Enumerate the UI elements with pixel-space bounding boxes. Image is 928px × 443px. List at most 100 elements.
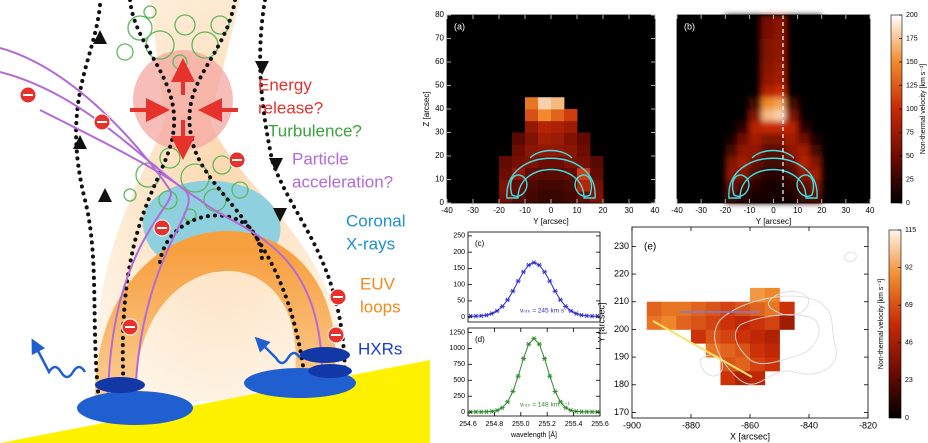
heatmap-cell [525,132,539,145]
contour [529,149,573,159]
axes: -40 -30 -20 -10 0 10 20 30 40 0 10 20 30 40 50 60 70 80 Y … [422,10,927,441]
heatmap-cell [737,85,750,98]
heatmap-cell [773,38,786,51]
x-tick-label: 0 [771,206,776,215]
plot-b [677,15,870,204]
x-tick-label: 254.8 [486,421,504,428]
heatmap-cell [735,357,751,372]
x-tick-label: 255.2 [538,421,556,428]
heatmap-cell [797,38,811,51]
y-tick-label: 60 [435,57,444,66]
data-point [594,313,600,319]
field-lines [73,0,347,412]
hxr-source [300,347,350,363]
heatmap-cell [809,15,823,28]
heatmap-cell [761,26,774,39]
heatmap-cell [538,191,552,204]
bubble [231,181,249,199]
footpoints [77,347,356,425]
particle-paths [0,47,323,401]
heatmap-cell [725,156,738,169]
heatmap-cell [761,15,774,28]
data-point [478,409,484,415]
y-tick-label: 230 [614,241,629,251]
heatmap-cell [809,50,823,63]
heatmap-cell [720,370,736,386]
y-tick-label: 220 [614,268,629,278]
heatmap-cell [749,15,762,28]
data-point [563,405,569,411]
heatmap-cell [809,85,823,98]
heatmap-cell [809,120,823,133]
heatmap-cell [551,132,565,145]
schematic: Energy release? Turbulence? Particle acc… [0,0,430,443]
y-tick-label: 0 [461,409,465,416]
heatmap-cell [773,132,786,145]
heatmap-cell [551,109,565,122]
heatmap-cell [725,38,738,51]
heatmap-cell [564,144,578,157]
heatmap-cell [761,109,774,122]
x-tick-label: -880 [682,420,700,430]
heatmap-cell [749,26,762,39]
plot-e [632,227,868,418]
slit-e [652,320,753,378]
heatmap-cell [551,179,565,192]
x-tick-label: 40 [866,206,875,215]
heatmap-cell [809,109,823,122]
colorbar-tick-label: 75 [906,129,914,136]
heatmap-cell [773,109,786,122]
heatmap-cell [525,144,539,157]
heatmap-cell [564,191,578,204]
data-point [584,409,590,415]
heatmap-cell [737,26,750,39]
heatmap-cell [737,38,750,51]
heatmap-cell [773,73,786,86]
label: Turbulence? [268,121,362,140]
heatmap-cell [797,109,811,122]
heatmap-cell [773,15,786,28]
colorbar [888,229,902,419]
bubble [143,5,157,19]
particle-path [0,71,323,371]
heatmap-cell [725,26,738,39]
contour [767,291,810,316]
colorbar-tick-label: 115 [905,227,916,234]
heatmap-cell [725,97,738,110]
y-tick-label: 1250 [449,329,465,336]
heatmap-cell [773,26,786,39]
colorbar-tick-label: 46 [905,340,913,347]
heatmap-cell [551,97,565,110]
heatmap-cell [538,132,552,145]
bubble [158,190,178,210]
y-tick-label: 1000 [449,345,465,352]
heatmap-cell [809,62,823,75]
heatmap-cell [525,109,539,122]
x-tick-label: 30 [841,206,850,215]
data-point [578,312,585,318]
heatmap-cell [785,109,799,122]
hxr-photon [254,336,302,365]
heatmap-cell [785,132,799,145]
data-point [557,399,563,405]
data-point [483,409,490,415]
heatmap-cell [749,50,762,63]
y-tick-label: 0 [461,314,465,321]
heatmap-cell [785,26,799,39]
y-tick-label: 100 [453,281,465,288]
bubble [116,43,134,61]
contour [506,157,596,199]
data-point [552,389,558,394]
data-point [510,288,516,294]
x-tick-label: -820 [859,420,877,430]
y-tick-label: 10 [435,175,444,184]
contour [731,174,750,197]
heatmap-cell [577,132,591,145]
heatmap-cell [705,315,721,330]
heatmap-cell [590,191,604,204]
heatmap-cell [749,132,762,145]
data-point [568,408,574,413]
colorbar-tick-label: 50 [906,153,914,160]
data-point [520,356,527,361]
heatmap-cell [797,132,811,145]
